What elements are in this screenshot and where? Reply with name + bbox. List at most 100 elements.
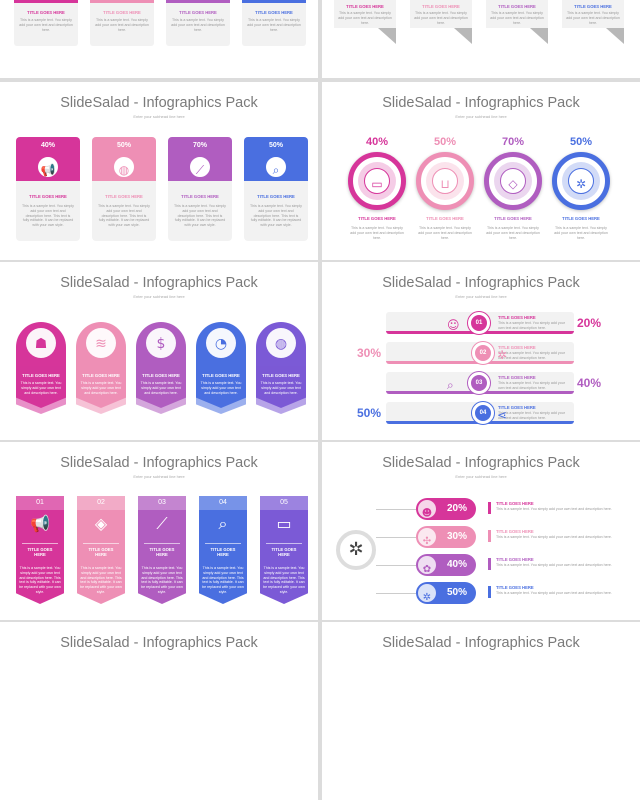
card-title: TITLE GOES HERE (346, 4, 384, 9)
slide-top-right[interactable]: TITLE GOES HERE This is a sample text. Yo… (322, 0, 640, 78)
card-text: This is a sample text. You simply add yo… (98, 204, 150, 228)
icon-circle: ⟋ (188, 155, 212, 179)
card-title: TITLE GOES HERE (271, 547, 297, 557)
slide-title: SlideSalad - Infographics Pack (60, 455, 258, 471)
percent-label: 50% (569, 136, 593, 148)
percent-label: 50% (433, 136, 457, 148)
percent-label: 40% (576, 376, 602, 390)
callout-tail (454, 28, 472, 44)
card-text: This is a sample text. You simply add yo… (80, 566, 122, 594)
item-text: This is a sample text. You simply add yo… (496, 507, 612, 511)
connector-line (376, 593, 416, 594)
icon-circle: $ (146, 328, 176, 358)
divider (144, 543, 180, 544)
banner-band (196, 366, 246, 414)
slide-hub-diagram[interactable]: SlideSalad - Infographics Pack Enter you… (322, 442, 640, 620)
card-text: This is a sample text. You simply add yo… (19, 18, 73, 32)
card-title: TITLE GOES HERE (494, 216, 532, 221)
ribbon (199, 496, 247, 604)
icon-circle: ⊔ (432, 168, 458, 194)
callout-card (562, 0, 624, 28)
slide-top-left[interactable]: TITLE GOES HERE This is a sample text. Yo… (0, 0, 318, 78)
gear-icon: ✲ (348, 539, 364, 560)
card-title: TITLE GOES HERE (27, 547, 53, 557)
pie-chart-icon: ◔ (214, 336, 228, 352)
slide-subtitle: Enter your subhead line here (133, 474, 185, 479)
card-text: This is a sample text. You simply add yo… (554, 226, 608, 240)
icon-circle: ✣ (418, 528, 436, 547)
ribbon (16, 496, 64, 604)
card (14, 0, 78, 46)
bar-title: TITLE GOES HERE (498, 315, 536, 320)
slide-circle-badges[interactable]: SlideSalad - Infographics Pack Enter you… (322, 82, 640, 260)
number-tab: 05 (260, 496, 308, 510)
marker (488, 586, 491, 598)
icon-box: 📢 (26, 516, 54, 540)
percent-label: 50% (116, 142, 131, 149)
slide-numbered-ribbons[interactable]: SlideSalad - Infographics Pack Enter you… (0, 442, 318, 620)
card-text: This is a sample text. You simply add yo… (263, 566, 305, 594)
callout-card (410, 0, 472, 28)
card-text: This is a sample text. You simply add yo… (171, 18, 225, 32)
icon-box: ◈ (87, 516, 115, 540)
card-title: TITLE GOES HERE (82, 373, 120, 378)
divider (266, 543, 302, 544)
icon-circle: 📢 (36, 155, 60, 179)
slide-subtitle: Enter your subhead line here (455, 474, 507, 479)
icon-circle: ◍ (266, 328, 296, 358)
brain-icon: ✿ (422, 564, 432, 575)
item-title: TITLE GOES HERE (496, 557, 534, 562)
card-text: This is a sample text. You simply add yo… (141, 566, 183, 594)
megaphone-icon: 📢 (40, 163, 56, 177)
search-icon: ⌕ (218, 514, 228, 533)
number-tab: 01 (16, 496, 64, 510)
card-text: This is a sample text. You simply add yo… (80, 381, 122, 395)
card (242, 0, 306, 46)
slide-subtitle: Enter your subhead line here (455, 294, 507, 299)
card-title: TITLE GOES HERE (179, 10, 217, 15)
ribbon (77, 496, 125, 604)
number-circle: 03 (468, 372, 490, 394)
slide-bottom-left[interactable]: SlideSalad - Infographics Pack (0, 622, 318, 800)
side-icon: ✲ (497, 346, 507, 364)
bar-text: This is a sample text. You simply add yo… (498, 321, 565, 330)
slide-subtitle: Enter your subhead line here (133, 294, 185, 299)
slide-title: SlideSalad - Infographics Pack (382, 635, 580, 651)
icon-box: ▭ (270, 516, 298, 540)
number-circle: 02 (472, 342, 494, 364)
banner-band (256, 366, 306, 414)
percent-label: 30% (446, 531, 467, 542)
slide-arch-banners[interactable]: SlideSalad - Infographics Pack Enter you… (0, 262, 318, 440)
slide-horizontal-bars[interactable]: SlideSalad - Infographics Pack Enter you… (322, 262, 640, 440)
icon-circle: ≋ (86, 328, 116, 358)
card-text: This is a sample text. You simply add yo… (202, 566, 244, 594)
search-icon: ⌕ (447, 378, 454, 392)
icon-circle: ✿ (418, 556, 436, 575)
slide-title: SlideSalad - Infographics Pack (60, 275, 258, 291)
card-title: TITLE GOES HERE (562, 216, 600, 221)
card (90, 0, 154, 46)
connector-line (376, 565, 416, 566)
number-circle: 01 (468, 312, 490, 334)
bar-title: TITLE GOES HERE (498, 375, 536, 380)
icon-box: ⟋ (148, 516, 176, 540)
slide-subtitle: Enter your subhead line here (133, 114, 185, 119)
marker (488, 530, 491, 542)
card-title: TITLE GOES HERE (574, 4, 612, 9)
card-text: This is a sample text. You simply add yo… (20, 381, 62, 395)
divider (205, 543, 241, 544)
card-title: TITLE GOES HERE (202, 373, 240, 378)
connector-line (376, 537, 416, 538)
icon-circle: ◔ (206, 328, 236, 358)
callout-tail (530, 28, 548, 44)
icon-circle: ◇ (500, 168, 526, 194)
card-text: This is a sample text. You simply add yo… (414, 11, 468, 25)
number-circle: 04 (472, 402, 494, 424)
slide-subtitle: Enter your subhead line here (455, 114, 507, 119)
slide-bottom-right[interactable]: SlideSalad - Infographics Pack (322, 622, 640, 800)
card-title: TITLE GOES HERE (88, 547, 114, 557)
banner-band (136, 366, 186, 414)
slide-cards-percent[interactable]: SlideSalad - Infographics Pack Enter you… (0, 82, 318, 260)
side-icon: ☺ (447, 316, 460, 334)
card-title: TITLE GOES HERE (149, 547, 175, 557)
